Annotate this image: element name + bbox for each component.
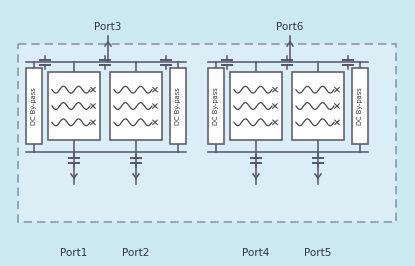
Bar	[48, 72, 100, 140]
Text: DC By-pass: DC By-pass	[175, 87, 181, 125]
Text: Port1: Port1	[60, 248, 88, 258]
Text: Port2: Port2	[122, 248, 150, 258]
Bar	[292, 72, 344, 140]
Bar	[208, 68, 224, 144]
Text: Port4: Port4	[242, 248, 270, 258]
Text: Port3: Port3	[94, 22, 122, 32]
Text: Port5: Port5	[304, 248, 332, 258]
Text: DC By-pass: DC By-pass	[31, 87, 37, 125]
Text: Port6: Port6	[276, 22, 304, 32]
Text: DC By-pass: DC By-pass	[213, 87, 219, 125]
Bar	[170, 68, 186, 144]
Bar	[230, 72, 282, 140]
Bar	[110, 72, 162, 140]
Bar	[352, 68, 368, 144]
Bar	[18, 44, 396, 222]
Bar	[26, 68, 42, 144]
Text: DC By-pass: DC By-pass	[357, 87, 363, 125]
